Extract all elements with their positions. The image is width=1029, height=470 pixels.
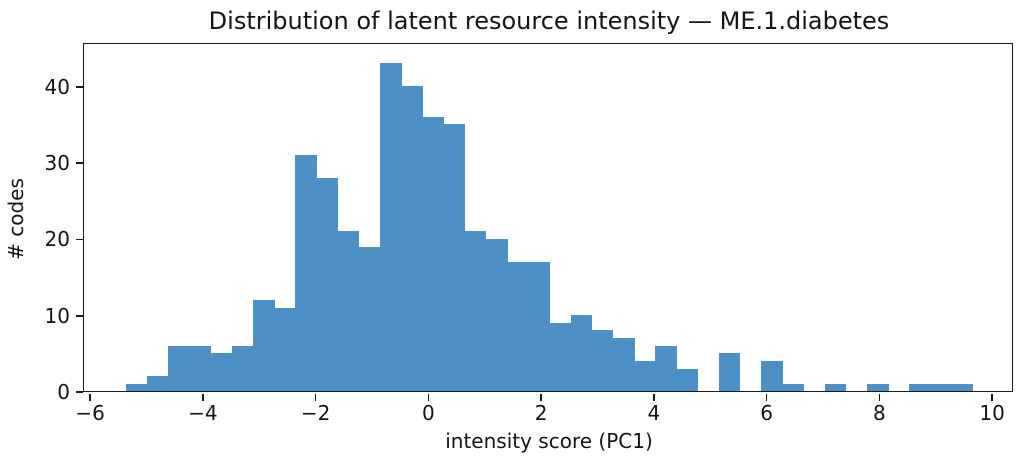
histogram-bar xyxy=(761,360,783,392)
histogram-bar xyxy=(613,338,635,392)
histogram-bar xyxy=(189,345,212,392)
x-axis-tick-label: −4 xyxy=(188,401,218,425)
y-axis-tick-label: 10 xyxy=(44,303,70,328)
histogram-bar xyxy=(824,383,847,392)
y-axis-tick-mark xyxy=(76,238,84,241)
histogram-bar xyxy=(443,124,466,392)
histogram-bar xyxy=(422,116,445,392)
x-axis-tick-mark xyxy=(765,393,768,401)
histogram-bar xyxy=(210,353,233,392)
histogram-bar xyxy=(337,231,360,392)
x-axis-tick-label: 10 xyxy=(979,401,1005,425)
x-axis-tick-mark xyxy=(540,393,542,401)
histogram-bar xyxy=(147,376,169,392)
histogram-bar xyxy=(380,63,402,392)
histogram-bar xyxy=(486,238,508,392)
y-axis-tick-label: 0 xyxy=(57,380,70,404)
y-axis-tick-label: 20 xyxy=(44,227,70,252)
histogram-bar xyxy=(549,322,572,392)
x-axis-tick-label: −2 xyxy=(300,401,331,425)
histogram-bar xyxy=(930,383,953,392)
y-axis-tick-mark xyxy=(76,314,84,317)
histogram-bar xyxy=(570,315,593,392)
y-axis-tick-mark xyxy=(76,86,84,88)
y-axis-tick-mark xyxy=(76,162,84,164)
histogram-bar xyxy=(231,345,254,392)
histogram-bar xyxy=(951,383,974,392)
x-axis-tick-mark xyxy=(991,393,993,401)
histogram-bar xyxy=(358,246,381,392)
x-axis-tick-label: 6 xyxy=(760,401,773,425)
histogram-bar xyxy=(718,353,741,392)
histogram-bar xyxy=(295,154,318,392)
x-axis-tick-label: −6 xyxy=(75,401,105,425)
histogram-bar xyxy=(676,368,699,392)
x-axis-tick-mark xyxy=(653,393,655,401)
x-axis-tick-mark xyxy=(427,393,430,401)
histogram-bar xyxy=(655,345,677,392)
histogram-bar xyxy=(528,261,550,392)
y-axis-tick-label: 30 xyxy=(44,151,70,176)
histogram-bar xyxy=(782,383,804,392)
x-axis-tick-mark xyxy=(878,393,881,401)
x-axis-tick-mark xyxy=(202,393,204,401)
histogram-bar xyxy=(867,383,889,392)
x-axis-tick-label: 8 xyxy=(873,401,886,425)
histogram-bar xyxy=(168,345,190,392)
histogram-bar xyxy=(634,360,656,392)
chart-title: Distribution of latent resource intensit… xyxy=(208,7,890,35)
histogram-bar xyxy=(507,261,529,392)
y-axis-tick-mark xyxy=(76,391,84,393)
histogram-bar xyxy=(464,231,487,392)
plot-area xyxy=(83,43,1014,393)
histogram-bar xyxy=(909,383,931,392)
histogram-bar xyxy=(401,86,423,392)
x-axis-tick-mark xyxy=(89,393,91,401)
x-axis-tick-label: 4 xyxy=(647,401,661,425)
histogram-bar xyxy=(253,299,275,392)
histogram-bar xyxy=(126,383,148,392)
histogram-bar xyxy=(591,330,614,392)
histogram-bar xyxy=(316,177,339,392)
x-axis-label: intensity score (PC1) xyxy=(445,429,653,453)
x-axis-tick-label: 2 xyxy=(534,401,548,425)
x-axis-tick-label: 0 xyxy=(421,401,435,425)
x-axis-tick-mark xyxy=(314,393,317,401)
histogram-bar xyxy=(274,307,296,392)
y-axis-tick-label: 40 xyxy=(44,74,70,99)
bars-layer xyxy=(84,44,1012,392)
